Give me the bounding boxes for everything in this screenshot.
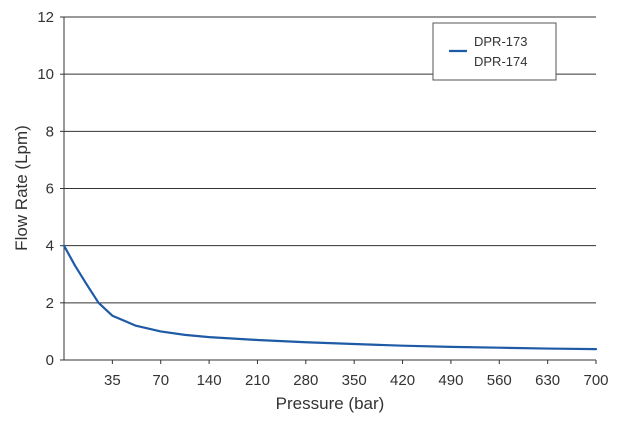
x-tick-label-630: 630: [535, 372, 560, 389]
legend-entry-dpr-173: DPR-173: [474, 34, 527, 49]
x-tick-label-35: 35: [104, 372, 121, 389]
x-tick-label-210: 210: [245, 372, 270, 389]
x-tick-label-350: 350: [342, 372, 367, 389]
x-tick-label-490: 490: [438, 372, 463, 389]
y-tick-label-8: 8: [46, 123, 54, 140]
x-tick-label-140: 140: [197, 372, 222, 389]
x-axis-label: Pressure (bar): [276, 394, 385, 413]
series-lines: [62, 244, 598, 351]
y-tick-label-2: 2: [46, 295, 54, 312]
gridlines: [64, 16, 596, 304]
x-tick-label-420: 420: [390, 372, 415, 389]
y-axis-label: Flow Rate (Lpm): [12, 125, 31, 251]
x-tick-label-70: 70: [152, 372, 169, 389]
y-tick-label-10: 10: [37, 66, 54, 83]
legend-entry-dpr-174: DPR-174: [474, 54, 527, 69]
x-tick-label-700: 700: [583, 372, 608, 389]
y-tick-label-6: 6: [46, 181, 54, 198]
y-tick-label-12: 12: [37, 9, 54, 26]
x-tick-label-280: 280: [293, 372, 318, 389]
y-tick-labels: 0 2 4 6 8 10 12: [37, 9, 64, 369]
x-tick-labels: 35 70 140 210 280 350 420 490 560 630 700: [104, 360, 609, 389]
series-line-0: [62, 244, 598, 351]
legend: DPR-173 DPR-174: [432, 22, 557, 81]
y-tick-label-4: 4: [46, 238, 54, 255]
x-tick-label-560: 560: [487, 372, 512, 389]
y-tick-label-0: 0: [46, 352, 54, 369]
